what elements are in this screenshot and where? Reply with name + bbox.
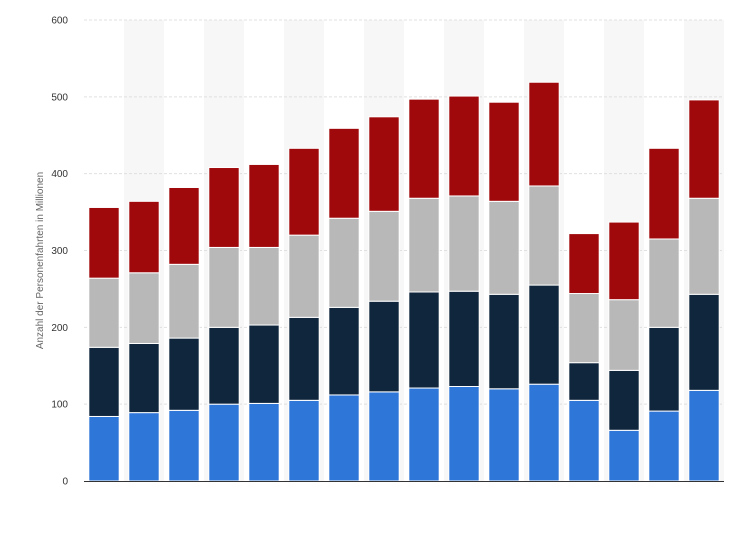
bar-segment-3 bbox=[528, 185, 560, 286]
bar-segment-3 bbox=[128, 272, 160, 344]
bar-segment-4 bbox=[568, 233, 600, 295]
bar-segment-2 bbox=[368, 300, 400, 393]
bar-segment-1 bbox=[248, 402, 280, 482]
bar-segment-4 bbox=[688, 99, 720, 199]
bar-segment-4 bbox=[608, 221, 640, 301]
y-tick-label: 100 bbox=[51, 400, 68, 411]
bar-segment-3 bbox=[88, 277, 120, 348]
bar-segment-3 bbox=[288, 234, 320, 318]
bar-segment-2 bbox=[568, 362, 600, 401]
bar-segment-4 bbox=[488, 101, 520, 202]
bar-segment-2 bbox=[328, 306, 360, 396]
bar-segment-2 bbox=[408, 291, 440, 389]
bar-segment-3 bbox=[328, 217, 360, 308]
bar-segment-4 bbox=[248, 163, 280, 248]
bar-segment-3 bbox=[648, 238, 680, 328]
y-tick-label: 600 bbox=[51, 16, 68, 27]
bar-segment-2 bbox=[648, 326, 680, 412]
bar-segment-3 bbox=[608, 299, 640, 371]
bar-segment-4 bbox=[528, 81, 560, 187]
bar-segment-1 bbox=[368, 391, 400, 482]
bar-segment-4 bbox=[648, 147, 680, 240]
bar-segment-3 bbox=[488, 200, 520, 295]
bar-segment-2 bbox=[608, 369, 640, 431]
bar-segment-3 bbox=[248, 246, 280, 326]
bar-segment-2 bbox=[688, 293, 720, 391]
bar-segment-4 bbox=[288, 147, 320, 236]
y-tick-label: 300 bbox=[51, 246, 68, 257]
bar-segment-4 bbox=[448, 95, 480, 197]
bar-segment-2 bbox=[208, 326, 240, 405]
y-tick-label: 0 bbox=[62, 477, 68, 488]
bar-segment-2 bbox=[288, 316, 320, 401]
bar-segment-3 bbox=[688, 197, 720, 295]
bar-segment-1 bbox=[568, 399, 600, 482]
y-axis: 0 100 200 300 400 500 600 bbox=[51, 16, 68, 488]
bar-segment-1 bbox=[408, 387, 440, 482]
bar-segment-2 bbox=[528, 284, 560, 385]
bar-segment-1 bbox=[448, 385, 480, 482]
bar-segment-2 bbox=[88, 346, 120, 417]
bar-segment-1 bbox=[208, 403, 240, 482]
bar-segment-2 bbox=[168, 337, 200, 411]
bar-segment-1 bbox=[168, 409, 200, 482]
bar-segment-4 bbox=[368, 116, 400, 212]
bar-segment-1 bbox=[328, 394, 360, 482]
bar-segment-3 bbox=[448, 195, 480, 292]
bar-segment-3 bbox=[208, 246, 240, 328]
y-tick-label: 200 bbox=[51, 323, 68, 334]
bar-segment-3 bbox=[168, 263, 200, 339]
bar-segment-4 bbox=[208, 167, 240, 248]
bar-segment-1 bbox=[648, 410, 680, 482]
bar-segment-1 bbox=[88, 415, 120, 482]
bar-segment-3 bbox=[408, 197, 440, 293]
bar-segment-1 bbox=[128, 412, 160, 482]
bar-segment-4 bbox=[168, 186, 200, 265]
bar-segment-1 bbox=[608, 429, 640, 482]
bar-segment-4 bbox=[128, 200, 160, 274]
bar-segment-2 bbox=[448, 290, 480, 387]
bar-segment-1 bbox=[688, 389, 720, 482]
y-axis-title: Anzahl der Personenfahrten in Millionen bbox=[35, 172, 46, 349]
bars-layer bbox=[88, 81, 720, 482]
bar-segment-2 bbox=[488, 293, 520, 390]
bar-segment-2 bbox=[128, 342, 160, 414]
y-tick-label: 400 bbox=[51, 169, 68, 180]
bar-segment-1 bbox=[528, 383, 560, 482]
bar-segment-4 bbox=[328, 127, 360, 219]
bar-segment-1 bbox=[288, 399, 320, 482]
bar-segment-3 bbox=[368, 210, 400, 302]
y-tick-label: 500 bbox=[51, 92, 68, 103]
bar-segment-1 bbox=[488, 388, 520, 482]
bar-segment-4 bbox=[88, 206, 120, 279]
bar-segment-4 bbox=[408, 98, 440, 199]
bar-segment-2 bbox=[248, 324, 280, 404]
bar-segment-3 bbox=[568, 293, 600, 364]
